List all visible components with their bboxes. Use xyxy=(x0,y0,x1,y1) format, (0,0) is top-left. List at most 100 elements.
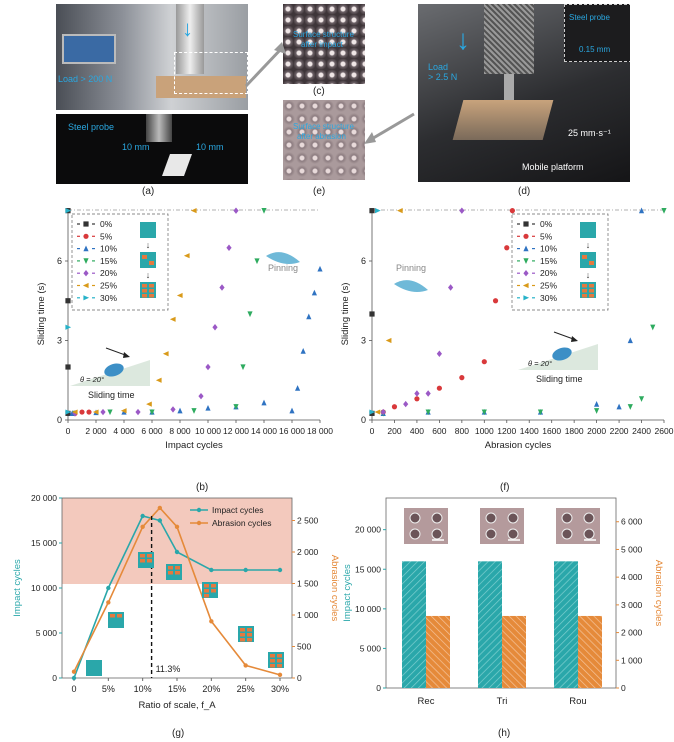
theta-label: θ = 20° xyxy=(528,359,552,368)
legend-marker xyxy=(523,221,529,227)
data-point xyxy=(190,208,197,214)
x-axis-title: Abrasion cycles xyxy=(485,440,552,451)
y-axis-title: Sliding time (s) xyxy=(36,283,47,346)
data-point xyxy=(149,409,155,416)
chart-g: 0 5 000 10 000 15 000 20 000 0 500 1 000 1 500 2 … xyxy=(12,493,340,711)
data-point xyxy=(391,404,398,410)
data-point xyxy=(414,396,420,402)
panel-label-h: (h) xyxy=(498,728,511,739)
data-point xyxy=(396,208,403,214)
legend-marker xyxy=(83,233,89,239)
legend-label: 20% xyxy=(540,268,557,278)
x-axis-title: Ratio of scale, f_A xyxy=(138,700,216,711)
photo-surface-after-impact: Surface structure after impact xyxy=(283,4,365,84)
sample-stage xyxy=(156,76,246,98)
data-point xyxy=(120,408,127,414)
series-30pct xyxy=(369,208,381,415)
impact-point xyxy=(157,518,163,523)
y-tick-label: 6 xyxy=(57,256,62,266)
y2-tick-label: 0 xyxy=(297,673,302,683)
panel-label-d: (d) xyxy=(518,186,531,197)
impact-point xyxy=(243,567,248,573)
data-point xyxy=(594,401,600,407)
tile-mark xyxy=(582,284,587,288)
data-point xyxy=(306,313,312,320)
impact-point xyxy=(71,675,77,681)
impact-line xyxy=(73,515,280,679)
tile-mark xyxy=(240,638,245,642)
arrow-down-icon: ↓ xyxy=(586,240,591,250)
legend-marker-impact xyxy=(196,507,202,513)
y2-tick-label: 4 000 xyxy=(621,572,643,582)
data-point xyxy=(504,245,510,251)
tile-mark xyxy=(140,559,145,563)
connector-arrows xyxy=(244,42,286,88)
data-point xyxy=(459,207,465,214)
x-tick-label: 16 000 xyxy=(279,426,305,436)
x-tick-label: 10 000 xyxy=(195,426,221,436)
y-tick-label: 0 xyxy=(361,415,366,425)
bar-abrasion xyxy=(502,615,526,688)
legend-marker xyxy=(83,245,89,252)
pinning-drop-icon xyxy=(394,280,428,292)
data-point xyxy=(254,258,260,265)
impact-point xyxy=(140,513,145,519)
sem-thumbnail xyxy=(556,508,600,544)
y-tick-label: 5 000 xyxy=(36,628,58,638)
scale-tile-icon xyxy=(86,660,102,676)
tile-mark xyxy=(110,614,115,618)
y2-tick-label: 1 500 xyxy=(297,578,319,588)
data-point xyxy=(448,284,454,291)
bar-impact xyxy=(554,561,578,688)
photo-steel-probe: Steel probe 10 mm 10 mm xyxy=(56,114,248,184)
tile-mark xyxy=(149,289,154,293)
dim-label-2: 10 mm xyxy=(196,142,224,152)
x-tick-label: 2400 xyxy=(632,426,651,436)
data-point xyxy=(65,298,71,304)
y-tick-label: 3 xyxy=(361,336,366,346)
load-label-a: Load > 200 N xyxy=(58,74,113,84)
x-tick-label: 1600 xyxy=(542,426,561,436)
x-tick-label: 1200 xyxy=(497,426,516,436)
legend-marker xyxy=(83,258,89,264)
y-tick-label: 0 xyxy=(376,683,381,693)
tile-mark xyxy=(589,294,594,298)
tile-mark xyxy=(204,594,209,598)
data-point xyxy=(155,377,162,383)
sem-pit xyxy=(561,528,573,540)
y2-tick-label: 2 500 xyxy=(297,515,319,525)
speed-label: 25 mm·s⁻¹ xyxy=(568,128,611,138)
panel-label-f: (f) xyxy=(500,482,510,493)
theta-label: θ = 20° xyxy=(80,375,104,384)
surface-abrasion-line2: after abrasion xyxy=(297,132,346,141)
data-point xyxy=(71,409,78,415)
gauge-display xyxy=(62,34,116,64)
data-point xyxy=(183,253,190,259)
legend-label: 10% xyxy=(100,244,117,254)
tile-mark xyxy=(149,294,154,298)
photo-abrasion-tester: ↓ Load > 2.5 N Steel probe 0.15 mm 25 mm… xyxy=(418,4,630,182)
data-point xyxy=(162,351,169,357)
data-point xyxy=(369,311,375,317)
data-point xyxy=(65,409,72,415)
x-tick-label: 5% xyxy=(102,684,115,694)
tile-mark xyxy=(277,664,282,668)
tile-mark xyxy=(247,633,252,637)
tile-mark xyxy=(270,659,275,663)
legend-marker-abrasion xyxy=(196,520,202,526)
x-tick-label: 800 xyxy=(455,426,469,436)
photo-surface-after-abrasion: Surface structure after abrasion xyxy=(283,100,365,180)
x-tick-label: 600 xyxy=(432,426,446,436)
tile-mark xyxy=(175,571,180,575)
impact-point xyxy=(277,567,283,573)
surface-impact-line2: after impact xyxy=(301,40,343,49)
sem-pit xyxy=(409,528,421,540)
sem-pit xyxy=(485,512,497,524)
legend-marker xyxy=(523,295,530,301)
tile-mark xyxy=(247,628,252,632)
x-tick-label: 15% xyxy=(168,684,186,694)
sem-pit xyxy=(561,512,573,524)
sem-pit xyxy=(507,512,519,524)
data-point xyxy=(385,337,392,344)
x-tick-label: 6 000 xyxy=(141,426,163,436)
